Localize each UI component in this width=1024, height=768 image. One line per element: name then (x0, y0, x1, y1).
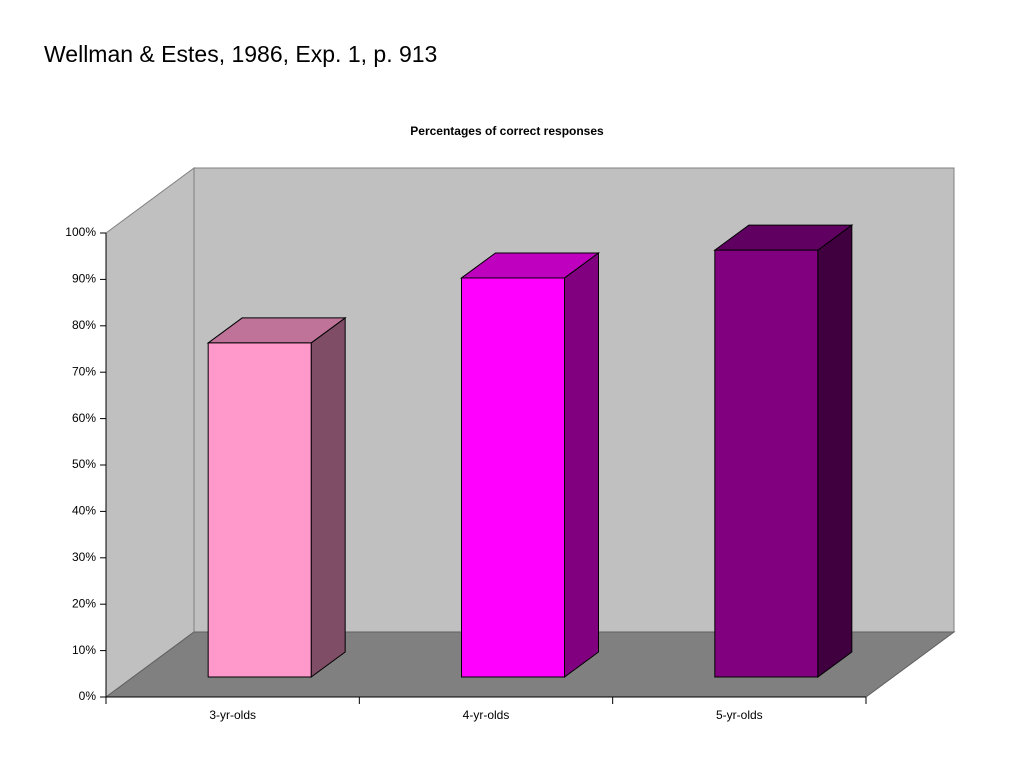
x-tick-label: 4-yr-olds (463, 708, 510, 722)
y-tick-label: 10% (72, 643, 96, 657)
bar (461, 277, 565, 678)
y-tick-label: 40% (72, 504, 96, 518)
x-tick-label: 5-yr-olds (716, 708, 763, 722)
y-tick-label: 80% (72, 318, 96, 332)
bar-side (564, 251, 599, 678)
bar (207, 342, 312, 678)
slide-title: Wellman & Estes, 1986, Exp. 1, p. 913 (44, 41, 437, 67)
y-tick-label: 0% (79, 689, 97, 703)
side-wall (105, 167, 195, 698)
y-tick-label: 70% (72, 364, 96, 378)
bar-side (310, 316, 346, 678)
y-tick-label: 50% (72, 457, 96, 471)
chart-title: Percentages of correct responses (410, 124, 604, 138)
y-tick-label: 30% (72, 550, 96, 564)
y-tick-label: 100% (65, 225, 96, 239)
bar-side (817, 224, 853, 678)
y-tick-label: 60% (72, 411, 96, 425)
y-tick-label: 20% (72, 596, 96, 610)
x-tick-label: 3-yr-olds (209, 708, 256, 722)
y-tick-label: 90% (72, 272, 96, 286)
bar (714, 249, 819, 678)
